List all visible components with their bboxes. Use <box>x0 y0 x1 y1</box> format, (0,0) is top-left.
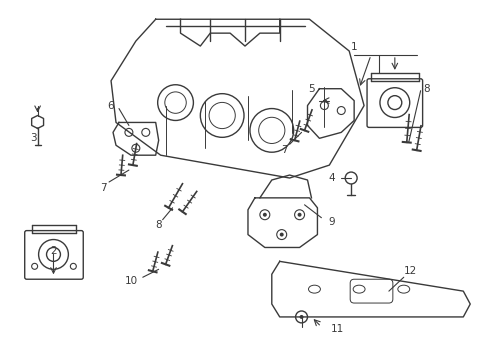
Text: 8: 8 <box>423 84 430 94</box>
Text: 2: 2 <box>50 247 57 256</box>
Text: 6: 6 <box>108 100 114 111</box>
Circle shape <box>299 315 303 319</box>
Circle shape <box>263 213 267 217</box>
Circle shape <box>280 233 284 237</box>
Text: 3: 3 <box>30 133 37 143</box>
Text: 4: 4 <box>328 173 335 183</box>
Text: 9: 9 <box>328 217 335 227</box>
Text: 11: 11 <box>331 324 344 334</box>
Text: 1: 1 <box>351 42 358 52</box>
Text: 10: 10 <box>124 276 138 286</box>
Text: 12: 12 <box>404 266 417 276</box>
Text: 5: 5 <box>308 84 315 94</box>
Text: 7: 7 <box>281 145 288 155</box>
Circle shape <box>297 213 301 217</box>
Text: 8: 8 <box>155 220 162 230</box>
Text: 7: 7 <box>100 183 106 193</box>
